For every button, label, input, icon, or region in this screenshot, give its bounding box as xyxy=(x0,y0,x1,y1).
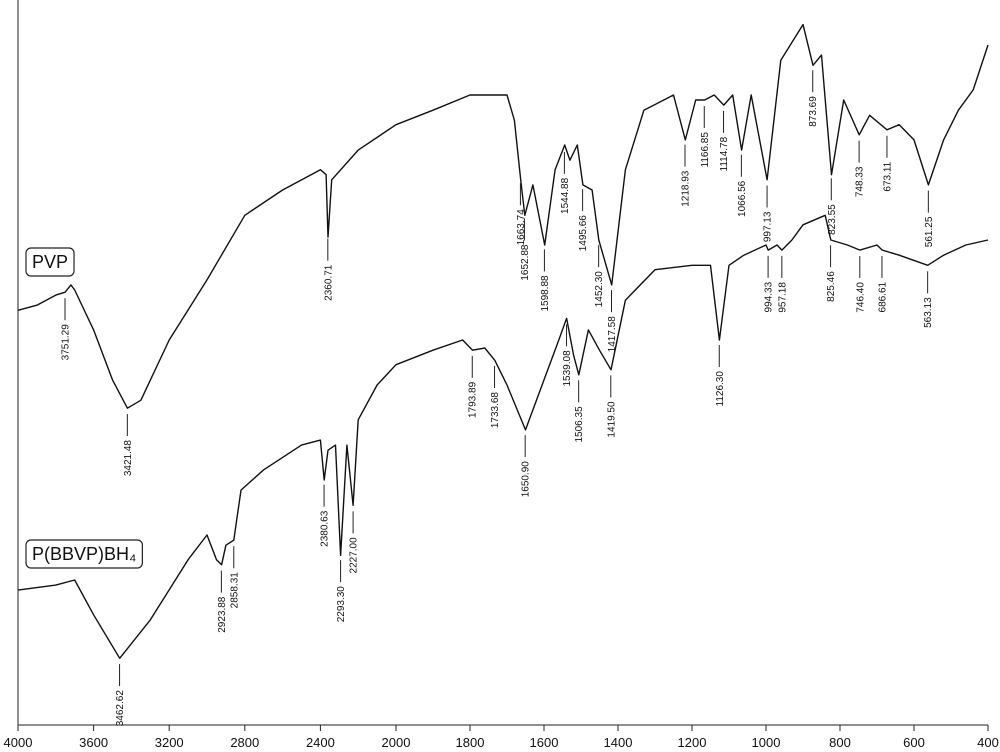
peak-label: 1114.78 xyxy=(719,136,730,171)
peak-label: 686.61 xyxy=(877,281,888,312)
series-name-frame xyxy=(25,247,75,277)
peak-label: 994.33 xyxy=(764,281,775,312)
x-tick-label: 600 xyxy=(903,735,925,750)
peak-label: 1126.30 xyxy=(715,371,726,407)
peak-label: 1793.89 xyxy=(468,381,479,418)
peak-label: 2293.30 xyxy=(336,586,347,623)
peak-label: 2227.00 xyxy=(349,537,360,574)
peak-label: 1417.58 xyxy=(607,316,618,353)
peak-label: 3462.62 xyxy=(115,690,126,727)
peak-label: 2380.63 xyxy=(320,510,331,547)
peak-label: 957.18 xyxy=(777,282,788,313)
series-name-box: P(BBVP)BH₄ xyxy=(25,539,143,569)
peak-label: 997.13 xyxy=(763,211,774,242)
peak-label: 1650.90 xyxy=(521,461,532,498)
spectrum-line xyxy=(17,23,989,409)
spectrum-line xyxy=(17,214,989,659)
peak-label: 1218.93 xyxy=(680,170,691,207)
peak-label: 563.13 xyxy=(923,297,934,328)
x-tick-label: 2000 xyxy=(382,735,411,750)
peak-label: 1652.88 xyxy=(520,244,531,281)
x-tick-label: 3200 xyxy=(155,735,184,750)
peak-label: 673.11 xyxy=(882,161,893,191)
peak-label: 2858.31 xyxy=(229,572,240,609)
peak-label: 746.40 xyxy=(855,282,866,313)
x-tick-label: 1000 xyxy=(752,735,781,750)
peak-label: 3751.29 xyxy=(61,324,72,361)
peak-label: 1598.88 xyxy=(540,275,551,312)
peak-label: 1506.35 xyxy=(574,406,585,443)
x-tick-label: 1800 xyxy=(456,735,485,750)
x-tick-label: 1400 xyxy=(604,735,633,750)
peak-label: 1066.56 xyxy=(737,180,748,217)
peak-label: 2923.88 xyxy=(217,596,228,633)
peak-label: 1419.50 xyxy=(606,401,617,438)
series-name-frame xyxy=(25,539,143,569)
x-tick-label: 1200 xyxy=(678,735,707,750)
x-tick-label: 800 xyxy=(829,735,851,750)
x-tick-label: 2800 xyxy=(230,735,259,750)
series-name-box: PVP xyxy=(25,247,75,277)
x-tick-label: 400 xyxy=(977,735,999,750)
peak-label: 825.46 xyxy=(826,271,837,302)
x-tick-label: 4000 xyxy=(4,735,33,750)
x-tick-label: 3600 xyxy=(79,735,108,750)
x-tick-label: 2400 xyxy=(306,735,335,750)
peak-label: 3421.48 xyxy=(123,440,134,477)
x-tick-label: 1600 xyxy=(530,735,559,750)
peak-label: 1166.85 xyxy=(700,132,711,168)
series-name: P(BBVP)BH₄ xyxy=(32,544,136,564)
peak-label: 873.69 xyxy=(808,96,819,127)
peak-label: 1539.08 xyxy=(562,350,573,387)
peak-label: 1733.68 xyxy=(490,392,501,429)
peak-label: 823.55 xyxy=(827,204,838,235)
peak-label: 1663.74 xyxy=(516,209,527,246)
peak-label: 1452.30 xyxy=(594,271,605,308)
peak-label: 748.33 xyxy=(855,166,866,197)
series-name: PVP xyxy=(32,252,68,272)
peak-label: 1544.88 xyxy=(560,177,571,214)
peak-label: 561.25 xyxy=(924,216,935,247)
peak-label: 2360.71 xyxy=(323,264,334,301)
peak-label: 1495.66 xyxy=(578,215,589,252)
